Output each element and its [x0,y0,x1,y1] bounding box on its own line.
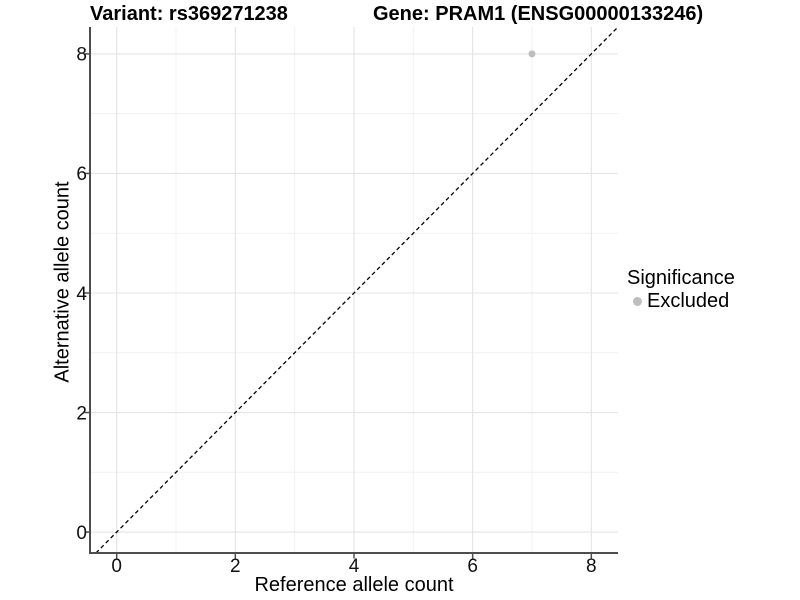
x-tick-label: 6 [467,556,478,577]
y-tick-label: 2 [76,403,87,424]
identity-dashed-line [95,26,619,554]
data-point [528,50,536,58]
legend-item-excluded: Excluded [627,291,735,312]
legend: Significance Excluded [627,268,735,312]
plot-title-gene: Gene: PRAM1 (ENSG00000133246) [373,3,704,25]
legend-item-label: Excluded [647,290,730,312]
x-axis-label: Reference allele count [254,574,454,596]
y-tick-label: 4 [76,284,87,305]
x-tick-label: 8 [586,556,597,577]
legend-key-dot-icon [633,297,642,306]
legend-title: Significance [627,267,735,289]
x-tick-label: 2 [230,556,241,577]
y-tick-label: 6 [76,164,87,185]
y-axis-label: Alternative allele count [51,181,74,383]
plot-title-variant: Variant: rs369271238 [90,3,288,25]
y-tick-label: 8 [76,45,87,66]
x-tick-label: 0 [111,556,122,577]
y-tick-label: 0 [76,523,87,544]
x-tick-label: 4 [349,556,360,577]
